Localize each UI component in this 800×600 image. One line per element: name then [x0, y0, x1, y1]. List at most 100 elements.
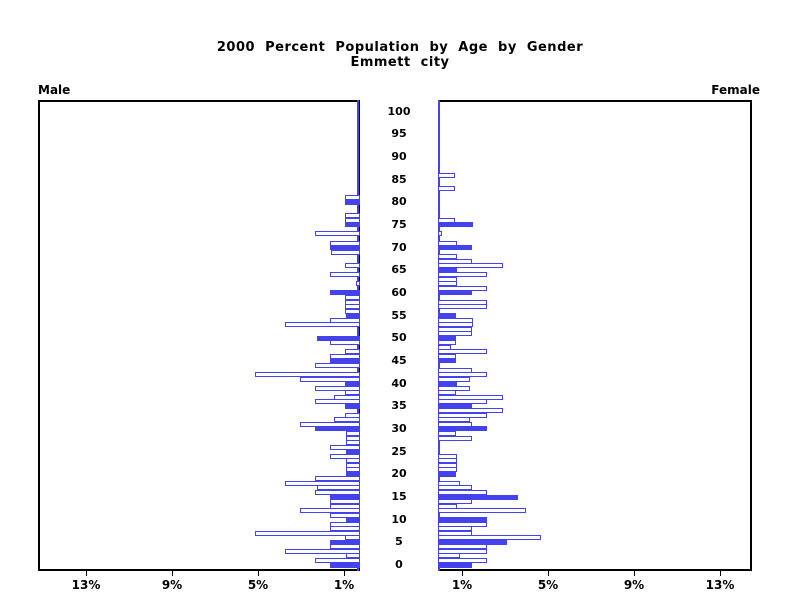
age-axis-label-25: 25 [391, 444, 407, 458]
bar-male-age-28 [346, 435, 360, 441]
bar-male-age-2 [346, 553, 360, 559]
bar-male-age-47 [345, 349, 360, 355]
bar-female-age-10 [438, 517, 487, 523]
chart-title: 2000 Percent Population by Age by Gender [216, 40, 584, 55]
male-plot-frame [38, 100, 360, 571]
bar-female-age-66 [438, 263, 503, 269]
age-axis-label-90: 90 [391, 149, 407, 163]
bar-male-age-53 [285, 322, 360, 328]
age-axis-label-100: 100 [387, 104, 411, 118]
bar-male-age-30 [315, 426, 360, 432]
bar-male-age-64 [330, 272, 360, 278]
bar-female-age-24 [438, 453, 457, 459]
female-tick-5% [548, 571, 549, 576]
bar-male-age-33 [345, 412, 360, 418]
female-tick-13% [720, 571, 721, 576]
bar-male-age-11 [330, 512, 360, 518]
female-pct-label-13%: 13% [705, 578, 735, 592]
bar-female-age-29 [438, 431, 456, 436]
age-axis-label-0: 0 [395, 558, 403, 571]
age-axis-label-80: 80 [391, 195, 407, 209]
age-axis-label-15: 15 [391, 490, 407, 503]
bar-female-age-34 [438, 408, 503, 414]
bar-female-age-58 [438, 299, 487, 305]
bar-female-age-17 [438, 485, 472, 491]
bar-male-age-44 [315, 363, 360, 368]
bar-male-age-70 [330, 245, 360, 251]
bar-male-age-56 [345, 308, 360, 314]
bar-male-age-49 [330, 340, 360, 346]
bar-female-age-57 [438, 304, 487, 309]
age-axis-label-60: 60 [391, 285, 407, 299]
bar-male-age-16 [315, 489, 360, 495]
bar-male-age-40 [345, 381, 360, 387]
bar-male-age-50 [317, 335, 360, 341]
bar-male-age-36 [315, 399, 360, 405]
age-axis-label-40: 40 [391, 376, 407, 390]
bar-female-age-86 [438, 172, 455, 178]
bar-female-age-4 [438, 544, 487, 550]
age-axis-label-75: 75 [391, 217, 407, 231]
male-tick-5% [258, 571, 259, 576]
female-pct-label-9%: 9% [623, 578, 645, 592]
bar-female-age-50 [438, 335, 456, 341]
bar-female-age-41 [438, 376, 470, 382]
bar-female-age-6 [438, 535, 541, 541]
bar-male-age-19 [315, 476, 360, 482]
bar-male-age-77 [345, 213, 360, 219]
age-axis-label-10: 10 [391, 512, 407, 526]
bar-male-age-81 [345, 195, 360, 201]
bar-male-age-76 [345, 217, 360, 223]
bar-male-age-73 [315, 231, 360, 237]
bar-male-age-66 [345, 263, 360, 269]
bar-female-age-30 [438, 426, 487, 432]
bar-female-age-31 [438, 421, 472, 427]
bar-male-age-24 [330, 453, 360, 459]
bar-male-age-5 [330, 539, 360, 545]
bar-female-age-75 [438, 222, 473, 228]
bar-female-age-83 [438, 186, 455, 192]
bar-female-age-35 [438, 403, 472, 409]
bar-female-age-36 [438, 399, 487, 405]
bar-male-age-10 [346, 517, 360, 523]
bar-male-age-9 [330, 521, 360, 527]
age-axis-label-85: 85 [391, 172, 407, 186]
bar-female-age-49 [438, 340, 456, 346]
female-plot-frame [438, 100, 752, 571]
bar-male-age-35 [345, 403, 360, 409]
bar-male-age-14 [330, 499, 360, 504]
male-pct-label-5%: 5% [247, 578, 269, 592]
bar-female-age-51 [438, 331, 472, 337]
age-axis-label-45: 45 [391, 353, 407, 367]
bar-male-age-37 [334, 394, 360, 400]
bar-male-age-38 [345, 390, 360, 396]
bar-male-age-29 [346, 431, 360, 436]
male-pct-label-1%: 1% [333, 578, 355, 592]
bar-male-age-71 [330, 240, 360, 246]
bar-male-age-20 [346, 471, 360, 477]
age-axis-label-30: 30 [391, 421, 407, 435]
female-tick-1% [462, 571, 463, 576]
bar-female-age-47 [438, 349, 487, 355]
bar-female-age-12 [438, 508, 526, 514]
bar-female-age-52 [438, 326, 472, 332]
bar-female-age-0 [438, 562, 472, 568]
bar-female-age-32 [438, 417, 470, 423]
bar-female-age-3 [438, 548, 487, 554]
bar-male-age-45 [330, 358, 360, 364]
female-pct-label-1%: 1% [451, 578, 473, 592]
male-tick-1% [344, 571, 345, 576]
bar-female-age-43 [438, 367, 472, 373]
male-pct-label-13%: 13% [71, 578, 101, 592]
bar-male-age-69 [331, 249, 360, 255]
bar-male-age-23 [346, 458, 360, 464]
bar-male-age-12 [300, 508, 360, 514]
bar-female-age-16 [438, 489, 487, 495]
bar-female-age-28 [438, 435, 472, 441]
bar-male-age-39 [315, 385, 360, 391]
bar-male-age-21 [346, 467, 360, 473]
bar-male-age-31 [300, 421, 360, 427]
bar-male-age-18 [285, 480, 360, 486]
bar-female-age-63 [438, 276, 457, 282]
